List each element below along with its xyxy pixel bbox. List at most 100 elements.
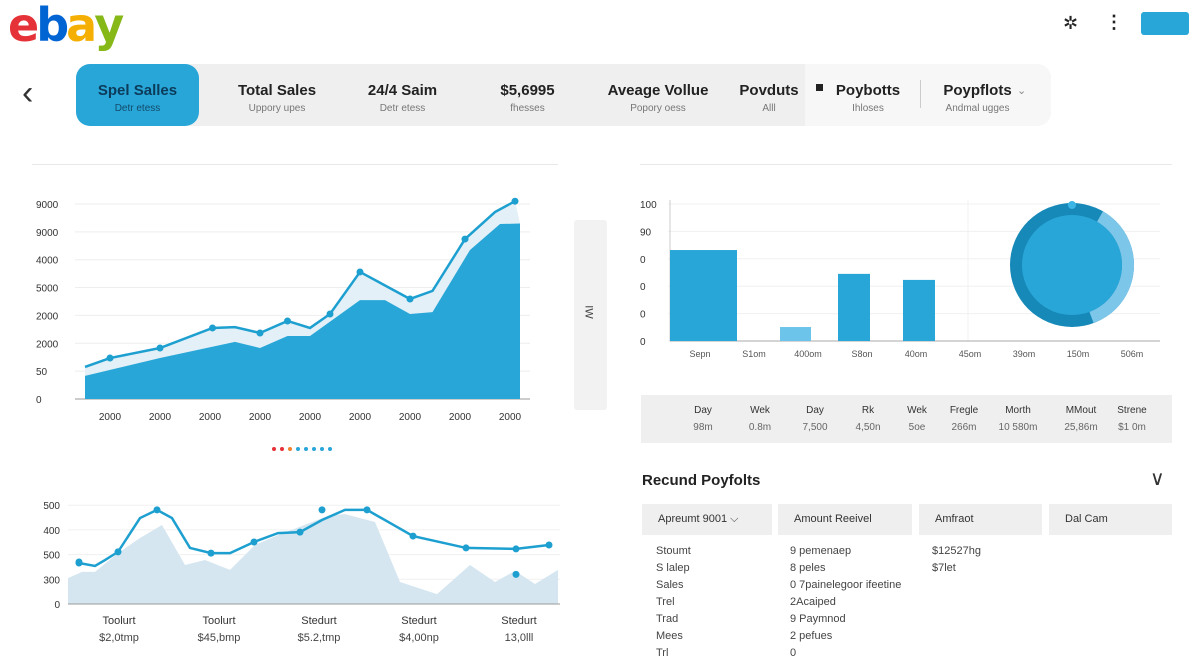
gear-icon[interactable]: ✲	[1063, 13, 1079, 33]
y-tick-label: 0	[640, 337, 646, 348]
primary-button[interactable]	[1141, 12, 1189, 35]
tab-subtitle: fhesses	[510, 103, 545, 114]
tab-saim[interactable]: 24/4 Saim Detr etess	[350, 64, 455, 126]
summary-value: 266m	[951, 422, 977, 433]
donut-center	[1022, 215, 1122, 315]
summary-value: 0.8m	[748, 422, 772, 433]
column-header[interactable]: Apreumt 9001 ⌵	[642, 504, 772, 535]
header-label: Apreumt 9001	[658, 513, 728, 525]
kebab-icon[interactable]: ⋮	[1105, 12, 1123, 32]
bar	[780, 327, 811, 341]
chevron-down-icon[interactable]: ⌄	[1017, 85, 1027, 97]
summary-value: 10 580m	[998, 422, 1038, 433]
x-tick-label: 150m	[1067, 349, 1090, 359]
x-tick-label: 2000	[399, 412, 422, 423]
summary-label: Morth	[1005, 405, 1031, 416]
summary-label: Wek	[750, 405, 770, 416]
summary-label: Wek	[907, 405, 927, 416]
x-tick-label: S1om	[742, 349, 766, 359]
bar	[903, 279, 935, 341]
y-tick-label: 50	[36, 367, 48, 378]
x-tick-label: 40om	[905, 349, 928, 359]
data-point	[156, 344, 164, 352]
tab-subtitle: Alll	[762, 103, 776, 114]
table-cell: 2 pefues	[790, 630, 833, 642]
summary-column: MMout 25,86m	[1046, 405, 1116, 433]
tab-divider	[920, 80, 921, 108]
x-tick-label: 2000	[449, 412, 472, 423]
x-label-value: $45,bmp	[198, 632, 241, 644]
back-chevron-icon[interactable]: ‹	[22, 74, 34, 112]
x-tick-label: 400om	[794, 349, 822, 359]
data-point	[75, 558, 83, 566]
data-point	[512, 545, 520, 553]
area-series	[68, 514, 558, 604]
data-point	[114, 548, 122, 556]
tab-poybotts[interactable]: Poybotts Ihloses	[828, 64, 908, 126]
column-header[interactable]: Amfraot	[919, 504, 1042, 535]
y-tick-label: 0	[36, 395, 42, 406]
pager-dot[interactable]	[320, 447, 324, 451]
column-header[interactable]: Amount Reeivel	[778, 504, 912, 535]
chart-pager-dots[interactable]	[272, 438, 336, 456]
donut-marker	[1068, 201, 1076, 209]
table-cell: 0 7painelegoor ifeetine	[790, 579, 902, 591]
bar	[838, 273, 870, 341]
pager-dot[interactable]	[288, 447, 292, 451]
pager-dot[interactable]	[280, 447, 284, 451]
tab-spel-salles[interactable]: Spel Salles Detr etess	[76, 64, 199, 126]
x-label-value: $4,00np	[399, 632, 439, 644]
divider	[32, 164, 558, 165]
table-cell: 8 peles	[790, 562, 826, 574]
line-series	[78, 508, 550, 568]
data-point	[207, 549, 215, 557]
pager-dot[interactable]	[296, 447, 300, 451]
summary-column: Wek 5oe	[882, 405, 952, 433]
table-cell: 9 Paymnod	[790, 613, 846, 625]
tab-subtitle: Popory oess	[630, 103, 686, 114]
x-tick-label: 39om	[1013, 349, 1036, 359]
header-label: Dal Cam	[1065, 513, 1108, 525]
table-cell: 2Acaiped	[790, 596, 836, 608]
summary-value: 25,86m	[1064, 422, 1098, 433]
side-panel[interactable]	[574, 220, 607, 410]
tab-title: Aveage Vollue	[607, 82, 709, 99]
x-label-value: $2,0tmp	[99, 632, 139, 644]
y-tick-label: 5000	[36, 284, 59, 295]
tab-poypflots[interactable]: Poypflots Andmal ugges	[935, 64, 1020, 126]
ebay-logo[interactable]: ebay	[8, 0, 124, 52]
section-title: Recund Poyfolts	[642, 472, 761, 489]
pager-dot[interactable]	[328, 447, 332, 451]
x-tick-label: 2000	[99, 412, 122, 423]
summary-value: 4,50n	[855, 422, 881, 433]
header-label: Amfraot	[935, 513, 974, 525]
column-header[interactable]: Dal Cam	[1049, 504, 1172, 535]
tab-subtitle: Uppory upes	[248, 103, 306, 114]
data-point	[461, 235, 469, 243]
pager-dot[interactable]	[272, 447, 276, 451]
y-tick-label: 9000	[36, 228, 59, 239]
y-tick-label: 100	[640, 200, 657, 211]
tabs-right-section	[805, 64, 1051, 126]
x-label-name: Toolurt	[102, 615, 135, 627]
data-point	[511, 197, 519, 205]
tab-amount[interactable]: $5,6995 fhesses	[475, 64, 580, 126]
table-cell: Stoumt	[656, 545, 691, 557]
data-point	[153, 506, 161, 514]
summary-label: Rk	[861, 405, 875, 416]
x-label-name: Toolurt	[202, 615, 235, 627]
tab-average-value[interactable]: Aveage Vollue Popory oess	[598, 64, 718, 126]
data-point	[318, 506, 326, 514]
pager-dot[interactable]	[312, 447, 316, 451]
header-label: Amount Reeivel	[794, 513, 872, 525]
tab-products[interactable]: Povduts Alll	[735, 64, 803, 126]
summary-table	[641, 395, 1172, 443]
y-tick-label: 90	[640, 227, 652, 238]
side-panel-label: IW	[582, 305, 595, 319]
y-tick-label: 300	[43, 575, 60, 586]
x-label-name: Stedurt	[401, 615, 436, 627]
pager-dot[interactable]	[304, 447, 308, 451]
x-tick-label: S8on	[851, 349, 872, 359]
chevron-down-icon[interactable]: ∨	[1150, 468, 1165, 490]
tab-total-sales[interactable]: Total Sales Uppory upes	[222, 64, 332, 126]
